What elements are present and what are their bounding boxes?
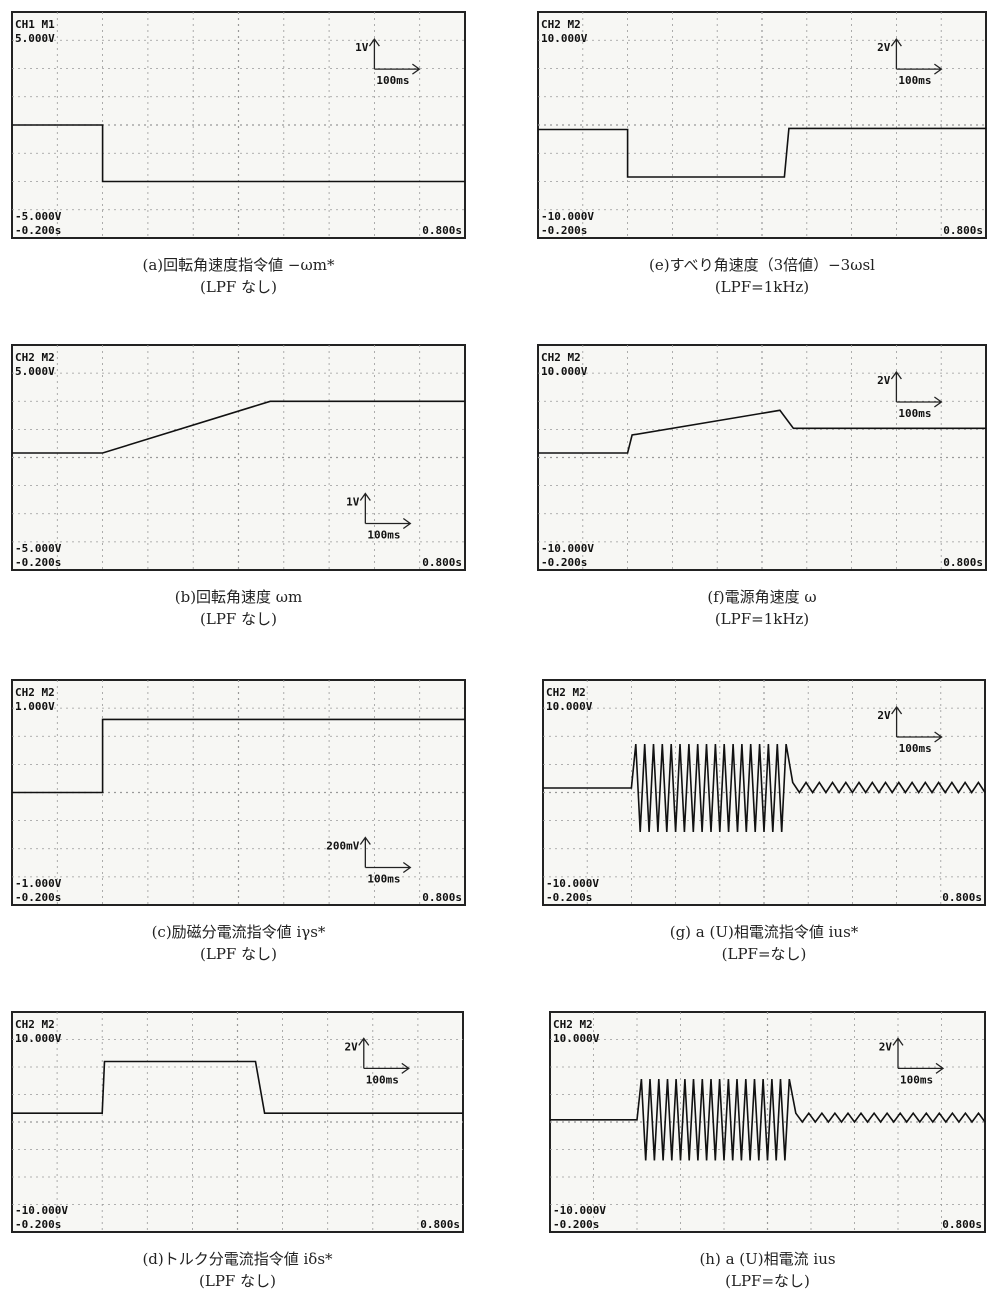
caption: (b)回転角速度 ωm (175, 588, 303, 606)
caption-note: (LPF なし) (199, 1272, 276, 1290)
x-tick-label: 0.800s (943, 556, 983, 569)
scale-label: 2V (877, 374, 891, 387)
caption-note: (LPF なし) (200, 610, 277, 628)
scale-label: 2V (877, 41, 891, 54)
y-tick-label: -10.000V (541, 542, 594, 555)
x-tick-label: -0.200s (15, 556, 61, 569)
x-tick-label: 0.800s (942, 891, 982, 904)
y-tick-label: 10.000V (541, 365, 588, 378)
caption-note: (LPF=なし) (722, 945, 807, 963)
y-tick-label: -5.000V (15, 542, 62, 555)
scale-label: 2V (345, 1040, 359, 1053)
x-tick-label: 0.800s (420, 1218, 460, 1231)
scale-label: 200mV (326, 840, 359, 853)
y-tick-label: 10.000V (15, 1032, 62, 1045)
y-tick-label: 5.000V (15, 32, 55, 45)
x-tick-label: -0.200s (553, 1218, 599, 1231)
x-tick-label: -0.200s (15, 891, 61, 904)
scale-label: 1V (355, 41, 369, 54)
caption: (g) a (U)相電流指令値 ius* (670, 923, 859, 941)
caption-note: (LPF なし) (200, 278, 277, 296)
x-tick-label: -0.200s (15, 224, 61, 237)
channel-label: CH2 M2 (541, 18, 581, 31)
x-tick-label: -0.200s (546, 891, 592, 904)
x-tick-label: 0.800s (942, 1218, 982, 1231)
x-tick-label: -0.200s (15, 1218, 61, 1231)
y-tick-label: 10.000V (541, 32, 588, 45)
figure: -5.000V 5.000V -0.200s 0.800s CH1 M1 1V 100ms (… (0, 0, 994, 1298)
scale-label: 100ms (898, 74, 931, 87)
channel-label: CH2 M2 (546, 686, 586, 699)
caption-note: (LPF=1kHz) (715, 278, 809, 296)
scale-label: 100ms (376, 74, 409, 87)
channel-label: CH2 M2 (541, 351, 581, 364)
y-tick-label: -10.000V (546, 877, 599, 890)
scale-label: 1V (346, 496, 360, 509)
channel-label: CH2 M2 (15, 1018, 55, 1031)
scale-label: 100ms (900, 1073, 933, 1086)
y-tick-label: -10.000V (553, 1204, 606, 1217)
caption: (f)電源角速度 ω (707, 588, 816, 606)
channel-label: CH1 M1 (15, 18, 55, 31)
scale-label: 100ms (898, 407, 931, 420)
y-tick-label: 10.000V (546, 700, 593, 713)
caption: (c)励磁分電流指令値 iγs* (152, 923, 326, 941)
y-tick-label: -5.000V (15, 210, 62, 223)
y-tick-label: -1.000V (15, 877, 62, 890)
scale-label: 100ms (367, 529, 400, 542)
channel-label: CH2 M2 (15, 686, 55, 699)
scale-label: 2V (879, 1040, 893, 1053)
scale-label: 100ms (366, 1073, 399, 1086)
y-tick-label: -10.000V (541, 210, 594, 223)
x-tick-label: 0.800s (422, 891, 462, 904)
x-tick-label: 0.800s (422, 556, 462, 569)
channel-label: CH2 M2 (553, 1018, 593, 1031)
y-tick-label: 10.000V (553, 1032, 600, 1045)
caption-note: (LPF=1kHz) (715, 610, 809, 628)
caption: (e)すべり角速度（3倍値）−3ωsl (649, 256, 875, 274)
x-tick-label: 0.800s (422, 224, 462, 237)
caption: (a)回転角速度指令値 −ωm* (143, 256, 335, 274)
channel-label: CH2 M2 (15, 351, 55, 364)
x-tick-label: -0.200s (541, 556, 587, 569)
y-tick-label: 1.000V (15, 700, 55, 713)
y-tick-label: -10.000V (15, 1204, 68, 1217)
y-tick-label: 5.000V (15, 365, 55, 378)
scale-label: 100ms (367, 873, 400, 886)
x-tick-label: -0.200s (541, 224, 587, 237)
scale-label: 2V (877, 709, 891, 722)
caption: (h) a (U)相電流 ius (699, 1250, 835, 1268)
caption: (d)トルク分電流指令値 iδs* (142, 1250, 333, 1268)
x-tick-label: 0.800s (943, 224, 983, 237)
caption-note: (LPF なし) (200, 945, 277, 963)
caption-note: (LPF=なし) (725, 1272, 810, 1290)
scale-label: 100ms (899, 742, 932, 755)
